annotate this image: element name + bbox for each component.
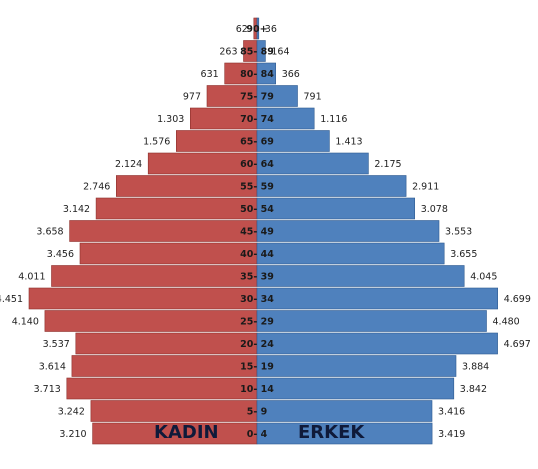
bar-female-15-19: [71, 355, 258, 377]
age-group-label-80-84: 80- 84: [240, 69, 274, 80]
data-label-male-60-64: 2.175: [374, 159, 401, 170]
data-label-female-30-34: 4.451: [0, 294, 23, 305]
data-label-male-20-24: 4.697: [504, 339, 531, 350]
data-label-female-35-39: 4.011: [18, 272, 45, 283]
data-label-male-40-44: 3.655: [450, 249, 477, 260]
age-group-label-30-34: 30- 34: [240, 294, 274, 305]
data-label-male-0-4: 3.419: [438, 429, 465, 440]
data-label-male-30-34: 4.699: [504, 294, 531, 305]
data-label-female-20-24: 3.537: [43, 339, 70, 350]
age-group-label-0-4: 0- 4: [247, 429, 268, 440]
bar-male-15-19: [256, 355, 457, 377]
age-group-label-35-39: 35- 39: [240, 272, 274, 283]
data-label-female-65-69: 1.576: [143, 137, 170, 148]
bar-female-45-49: [69, 220, 258, 242]
bar-female-20-24: [75, 332, 258, 355]
data-label-female-0-4: 3.210: [59, 429, 86, 440]
data-label-female-25-29: 4.140: [12, 317, 39, 328]
age-group-label-55-59: 55- 59: [240, 182, 274, 193]
age-group-label-75-79: 75- 79: [240, 92, 274, 103]
data-label-male-5-9: 3.416: [438, 407, 465, 418]
data-label-male-10-14: 3.842: [460, 384, 487, 395]
data-label-male-85-89: 164: [271, 47, 289, 58]
data-label-male-75-79: 791: [304, 92, 322, 103]
bar-male-90+: [256, 17, 260, 40]
data-label-female-10-14: 3.713: [34, 384, 61, 395]
data-label-female-15-19: 3.614: [39, 362, 66, 373]
data-label-female-70-74: 1.303: [157, 114, 184, 125]
bar-male-45-49: [256, 220, 440, 242]
age-group-label-85-89: 85- 89: [240, 47, 274, 58]
bar-male-10-14: [256, 377, 455, 400]
bar-male-35-39: [256, 265, 465, 287]
bar-male-40-44: [256, 242, 445, 265]
data-label-female-40-44: 3.456: [47, 249, 74, 260]
age-group-label-60-64: 60- 64: [240, 159, 274, 170]
bar-female-50-54: [95, 197, 258, 220]
data-label-male-45-49: 3.553: [445, 227, 472, 238]
bar-male-20-24: [256, 332, 498, 355]
age-group-label-50-54: 50- 54: [240, 204, 274, 215]
data-label-male-15-19: 3.884: [462, 362, 489, 373]
bar-male-65-69: [256, 130, 330, 152]
bar-male-80-84: [256, 62, 277, 85]
bar-female-40-44: [79, 242, 258, 265]
bar-female-5-9: [90, 400, 258, 422]
age-group-label-15-19: 15- 19: [240, 362, 274, 373]
bar-male-70-74: [256, 107, 315, 130]
bars-layer: [28, 17, 498, 445]
female-series-label: KADIN: [154, 422, 219, 443]
data-label-male-90+: 36: [265, 24, 277, 35]
data-label-male-55-59: 2.911: [412, 182, 439, 193]
data-label-female-75-79: 977: [183, 92, 201, 103]
age-group-label-90+: 90+: [246, 24, 267, 35]
bar-male-55-59: [256, 175, 407, 197]
data-label-male-65-69: 1.413: [335, 137, 362, 148]
bar-male-0-4: [256, 422, 433, 445]
data-label-male-70-74: 1.116: [320, 114, 347, 125]
data-label-female-60-64: 2.124: [115, 159, 142, 170]
bar-female-55-59: [116, 175, 258, 197]
bar-male-50-54: [256, 197, 415, 220]
age-group-label-10-14: 10- 14: [240, 384, 274, 395]
data-label-male-25-29: 4.480: [493, 317, 520, 328]
data-label-female-5-9: 3.242: [58, 407, 85, 418]
bar-male-60-64: [256, 152, 369, 175]
bar-female-25-29: [44, 310, 258, 332]
bar-male-30-34: [256, 287, 498, 310]
age-group-label-65-69: 65- 69: [240, 137, 274, 148]
data-label-male-35-39: 4.045: [470, 272, 497, 283]
data-label-male-50-54: 3.078: [421, 204, 448, 215]
age-group-label-70-74: 70- 74: [240, 114, 274, 125]
male-series-label: ERKEK: [298, 422, 365, 443]
data-label-female-90+: 62: [236, 24, 248, 35]
bar-female-10-14: [66, 377, 258, 400]
data-label-male-80-84: 366: [282, 69, 300, 80]
age-group-label-40-44: 40- 44: [240, 249, 274, 260]
bar-female-30-34: [28, 287, 258, 310]
age-group-label-5-9: 5- 9: [247, 407, 267, 418]
data-label-female-55-59: 2.746: [83, 182, 110, 193]
data-label-female-50-54: 3.142: [63, 204, 90, 215]
age-group-label-20-24: 20- 24: [240, 339, 274, 350]
data-label-female-45-49: 3.658: [36, 227, 63, 238]
bar-female-35-39: [51, 265, 258, 287]
data-label-female-85-89: 263: [219, 47, 237, 58]
age-group-label-45-49: 45- 49: [240, 227, 274, 238]
bar-male-85-89: [256, 40, 266, 62]
age-group-label-25-29: 25- 29: [240, 317, 274, 328]
bar-male-5-9: [256, 400, 433, 422]
bar-male-25-29: [256, 310, 487, 332]
bar-male-75-79: [256, 85, 298, 107]
data-label-female-80-84: 631: [201, 69, 219, 80]
